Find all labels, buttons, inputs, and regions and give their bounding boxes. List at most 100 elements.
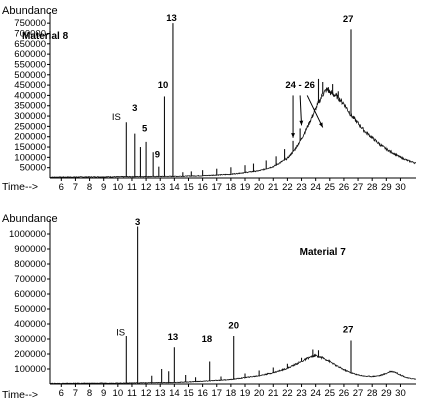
x-tick-label: 26 (339, 388, 350, 399)
x-tick-label: 6 (59, 182, 64, 193)
arrow-head (318, 122, 323, 128)
peak-label: 24 - 26 (285, 80, 315, 91)
x-tick-label: 21 (268, 388, 279, 399)
peak-label: 9 (155, 149, 160, 160)
y-tick-label: 400000 (14, 90, 46, 101)
x-tick-label: 17 (211, 182, 222, 193)
x-tick-label: 14 (169, 388, 180, 399)
x-tick-label: 6 (59, 388, 64, 399)
x-tick-label: 14 (169, 182, 180, 193)
x-tick-label: 24 (310, 388, 321, 399)
x-tick-label: 26 (339, 182, 350, 193)
baseline-trace (49, 87, 417, 178)
x-tick-label: 29 (381, 182, 392, 193)
y-tick-label: 800000 (14, 259, 46, 270)
y-tick-label: 250000 (14, 121, 46, 132)
x-tick-label: 28 (367, 182, 378, 193)
x-tick-label: 18 (226, 388, 237, 399)
peak-label: 5 (142, 124, 148, 135)
y-tick-label: 100000 (14, 364, 46, 375)
x-tick-label: 21 (268, 182, 279, 193)
x-tick-label: 10 (113, 182, 124, 193)
panel-label: Material 8 (22, 31, 69, 42)
y-axis-title: Abundance (2, 213, 58, 225)
x-axis-title: Time--> (2, 181, 38, 193)
x-axis-title: Time--> (2, 389, 38, 401)
x-tick-label: 15 (183, 182, 194, 193)
x-tick-label: 24 (310, 182, 321, 193)
y-tick-label: 400000 (14, 319, 46, 330)
peak-label: 27 (343, 14, 354, 25)
x-tick-label: 30 (395, 182, 406, 193)
x-tick-label: 7 (73, 388, 78, 399)
x-tick-label: 20 (254, 182, 265, 193)
peak-label: 18 (202, 334, 213, 345)
peak-label: 13 (166, 13, 177, 24)
baseline-trace (49, 353, 417, 385)
peak-label: 3 (132, 103, 137, 114)
x-tick-label: 13 (155, 388, 166, 399)
x-tick-label: 11 (127, 388, 137, 399)
y-tick-label: 500000 (14, 304, 46, 315)
x-tick-label: 9 (101, 182, 106, 193)
x-tick-label: 27 (353, 388, 364, 399)
x-tick-label: 17 (211, 388, 222, 399)
x-tick-label: 19 (240, 388, 251, 399)
panel-material-8: AbundanceTime-->750000700000650000600000… (2, 5, 417, 193)
x-tick-label: 10 (113, 388, 124, 399)
peak-label: 10 (158, 80, 169, 91)
arrow-head (299, 120, 304, 126)
x-tick-label: 16 (197, 182, 208, 193)
x-tick-label: 27 (353, 182, 364, 193)
x-tick-label: 11 (127, 182, 137, 193)
y-tick-label: 200000 (14, 132, 46, 143)
x-tick-label: 28 (367, 388, 378, 399)
peak-label: 27 (343, 324, 354, 335)
y-tick-label: 900000 (14, 244, 46, 255)
x-tick-label: 19 (240, 182, 251, 193)
y-tick-label: 300000 (14, 334, 46, 345)
y-tick-label: 750000 (14, 18, 46, 29)
y-tick-label: 700000 (14, 274, 46, 285)
x-tick-label: 16 (197, 388, 208, 399)
peak-label: IS (116, 327, 125, 338)
x-tick-label: 12 (141, 388, 152, 399)
annotation-arrow (299, 95, 303, 126)
x-tick-label: 9 (101, 388, 106, 399)
x-tick-label: 22 (282, 182, 293, 193)
annotation-arrow (306, 95, 324, 128)
x-tick-label: 25 (325, 388, 336, 399)
y-tick-label: 200000 (14, 349, 46, 360)
y-tick-label: 100000 (14, 152, 46, 163)
panel-material-7: Abundance Time--> 1000000 900000 800000 70000… (2, 213, 417, 401)
y-tick-label: 700000 (14, 28, 46, 39)
y-tick-label: 50000 (20, 163, 46, 174)
y-tick-label: 300000 (14, 111, 46, 122)
x-tick-label: 12 (141, 182, 152, 193)
x-tick-label: 18 (226, 182, 237, 193)
x-tick-label: 22 (282, 388, 293, 399)
peak-label: IS (112, 112, 121, 123)
y-tick-label: 350000 (14, 101, 46, 112)
peak-label: 20 (228, 321, 239, 332)
x-tick-label: 13 (155, 182, 166, 193)
x-tick-label: 20 (254, 388, 265, 399)
y-tick-label: 150000 (14, 142, 46, 153)
x-tick-label: 25 (325, 182, 336, 193)
peak-label: 13 (168, 332, 179, 343)
arrow-head (291, 133, 296, 138)
y-tick-label: 650000 (14, 39, 46, 50)
y-tick-label: 500000 (14, 70, 46, 81)
x-tick-label: 23 (296, 182, 307, 193)
y-tick-label: 450000 (14, 80, 46, 91)
x-tick-label: 8 (87, 388, 92, 399)
y-tick-label: 550000 (14, 59, 46, 70)
y-tick-label: 600000 (14, 49, 46, 60)
y-tick-label: 1000000 (9, 229, 46, 240)
x-tick-label: 30 (395, 388, 406, 399)
x-tick-label: 15 (183, 388, 194, 399)
x-tick-label: 23 (296, 388, 307, 399)
panel-label: Material 7 (300, 247, 347, 258)
peak-label: 3 (135, 217, 140, 228)
